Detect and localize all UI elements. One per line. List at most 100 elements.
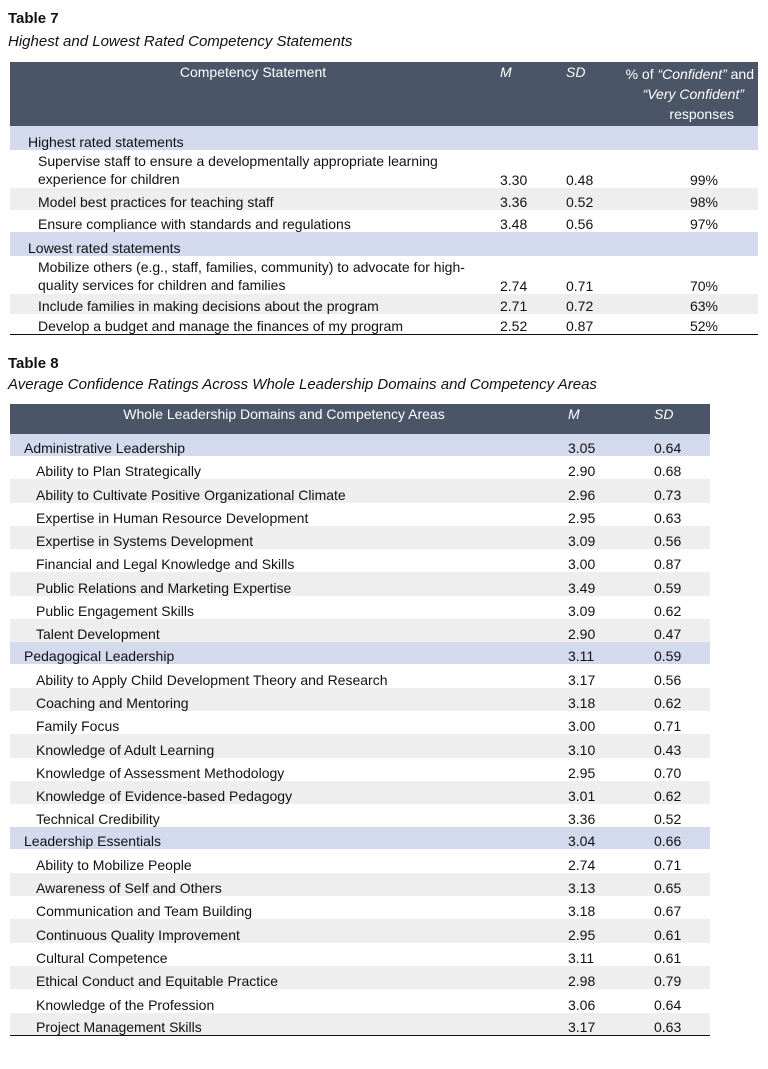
row-area: Project Management Skills bbox=[10, 1012, 558, 1036]
row-statement: Include families in making decisions abo… bbox=[10, 294, 496, 314]
row-sd: 0.62 bbox=[654, 603, 682, 620]
table-row: Develop a budget and manage the finances… bbox=[10, 314, 758, 334]
table-row: Technical Credibility 3.36 0.52 bbox=[10, 804, 710, 827]
header-pct-very-confident: “Very Confident” bbox=[642, 86, 744, 102]
row-sd: 0.63 bbox=[650, 1012, 710, 1036]
header-pct-confident: “Confident” bbox=[657, 66, 727, 82]
row-sd: 0.70 bbox=[654, 764, 682, 781]
table-row: Ability to Apply Child Development Theor… bbox=[10, 664, 710, 688]
table8-body: Administrative Leadership 3.05 0.64 Ability… bbox=[10, 434, 710, 1036]
table-row: Ethical Conduct and Equitable Practice 2.… bbox=[10, 965, 710, 990]
row-m: 3.09 bbox=[568, 603, 596, 620]
table-row: Cultural Competence 3.11 0.61 bbox=[10, 943, 710, 966]
table-row: Public Engagement Skills 3.09 0.62 bbox=[10, 596, 710, 619]
row-statement: Model best practices for teaching staff bbox=[10, 188, 496, 210]
domain-label: Pedagogical Leadership bbox=[10, 642, 558, 665]
table-row: Public Relations and Marketing Expertise… bbox=[10, 572, 710, 596]
row-area: Ability to Apply Child Development Theor… bbox=[36, 671, 388, 688]
row-m: 3.09 bbox=[558, 525, 650, 550]
row-sd: 0.87 bbox=[654, 556, 682, 573]
row-statement: Develop a budget and manage the finances… bbox=[38, 317, 404, 334]
row-m: 2.71 bbox=[496, 294, 562, 314]
table8: Whole Leadership Domains and Competency … bbox=[10, 404, 710, 1037]
row-area: Communication and Team Building bbox=[36, 903, 253, 920]
row-area: Knowledge of Assessment Methodology bbox=[36, 764, 285, 781]
row-sd: 0.73 bbox=[650, 479, 710, 503]
table7: Competency Statement M SD % of “Confiden… bbox=[10, 62, 758, 335]
table-row: Family Focus 3.00 0.71 bbox=[10, 711, 710, 734]
row-sd: 0.79 bbox=[650, 965, 710, 990]
header-competency-statement: Competency Statement bbox=[10, 62, 496, 126]
row-m: 3.13 bbox=[558, 872, 650, 897]
row-m: 3.49 bbox=[558, 572, 650, 596]
table8-title: Average Confidence Ratings Across Whole … bbox=[8, 376, 597, 393]
row-area: Ethical Conduct and Equitable Practice bbox=[10, 965, 558, 990]
header-pct-pre: % of bbox=[625, 66, 658, 82]
row-sd: 0.64 bbox=[654, 996, 682, 1013]
row-sd: 0.71 bbox=[654, 856, 682, 873]
row-area: Knowledge of Adult Learning bbox=[10, 734, 558, 758]
row-m: 2.74 bbox=[500, 278, 528, 294]
table7-header-row: Competency Statement M SD % of “Confiden… bbox=[10, 62, 758, 126]
header-sd: SD bbox=[650, 404, 710, 434]
domain-sd: 0.64 bbox=[650, 434, 710, 456]
domain-label: Leadership Essentials bbox=[10, 827, 558, 850]
header-m: M bbox=[496, 62, 562, 126]
table-row: Coaching and Mentoring 3.18 0.62 bbox=[10, 687, 710, 711]
table-row: Ability to Mobilize People 2.74 0.71 bbox=[10, 849, 710, 873]
row-sd: 0.56 bbox=[654, 671, 682, 688]
row-pct: 52% bbox=[689, 317, 718, 334]
row-sd: 0.68 bbox=[654, 463, 682, 480]
row-area: Expertise in Human Resource Development bbox=[36, 509, 309, 526]
row-m: 3.10 bbox=[558, 734, 650, 758]
section-label: Highest rated statements bbox=[10, 126, 758, 150]
row-m: 3.48 bbox=[500, 216, 528, 232]
row-m: 2.95 bbox=[568, 764, 596, 781]
row-area: Public Relations and Marketing Expertise bbox=[10, 572, 558, 596]
domain-label: Administrative Leadership bbox=[10, 434, 558, 456]
table-row: Project Management Skills 3.17 0.63 bbox=[10, 1012, 710, 1036]
table-row: Model best practices for teaching staff … bbox=[10, 188, 758, 210]
row-statement: Ensure compliance with standards and reg… bbox=[38, 216, 351, 232]
row-pct: 98% bbox=[618, 188, 758, 210]
row-m: 3.00 bbox=[568, 556, 596, 573]
table7-section-row: Highest rated statements bbox=[10, 126, 758, 150]
row-m: 3.18 bbox=[558, 687, 650, 711]
row-m: 3.18 bbox=[568, 903, 596, 920]
row-sd: 0.72 bbox=[562, 294, 618, 314]
table-row: Knowledge of Adult Learning 3.10 0.43 bbox=[10, 734, 710, 758]
row-statement: Supervise staff to ensure a developmenta… bbox=[38, 153, 438, 187]
row-sd: 0.56 bbox=[566, 216, 594, 232]
table-row: Ability to Plan Strategically 2.90 0.68 bbox=[10, 456, 710, 479]
table8-number: Table 8 bbox=[8, 355, 59, 372]
row-sd: 0.67 bbox=[654, 903, 682, 920]
row-sd: 0.61 bbox=[650, 919, 710, 943]
header-pct-and: and bbox=[726, 66, 754, 82]
row-area: Talent Development bbox=[10, 619, 558, 643]
row-m: 3.17 bbox=[558, 1012, 650, 1036]
row-m: 2.90 bbox=[568, 463, 596, 480]
table7-number: Table 7 bbox=[8, 10, 59, 27]
row-sd: 0.52 bbox=[562, 188, 618, 210]
row-m: 2.98 bbox=[558, 965, 650, 990]
domain-row: Administrative Leadership 3.05 0.64 bbox=[10, 434, 710, 456]
table-row: Knowledge of Assessment Methodology 2.95 0… bbox=[10, 758, 710, 781]
row-sd: 0.87 bbox=[566, 317, 594, 334]
row-m: 2.52 bbox=[500, 317, 528, 334]
domain-m: 3.05 bbox=[558, 434, 650, 456]
row-sd: 0.71 bbox=[566, 278, 594, 294]
row-m: 3.06 bbox=[568, 996, 596, 1013]
section-label: Lowest rated statements bbox=[10, 232, 758, 256]
row-sd: 0.63 bbox=[654, 509, 682, 526]
row-sd: 0.62 bbox=[650, 687, 710, 711]
row-area: Ability to Plan Strategically bbox=[36, 463, 201, 480]
row-sd: 0.65 bbox=[650, 872, 710, 897]
table-row: Financial and Legal Knowledge and Skills… bbox=[10, 549, 710, 572]
row-sd: 0.59 bbox=[650, 572, 710, 596]
row-area: Family Focus bbox=[36, 718, 120, 735]
row-sd: 0.71 bbox=[654, 718, 682, 735]
domain-sd: 0.59 bbox=[650, 642, 710, 665]
domain-m: 3.11 bbox=[558, 642, 650, 665]
table8-header-row: Whole Leadership Domains and Competency … bbox=[10, 404, 710, 434]
row-m: 2.96 bbox=[558, 479, 650, 503]
